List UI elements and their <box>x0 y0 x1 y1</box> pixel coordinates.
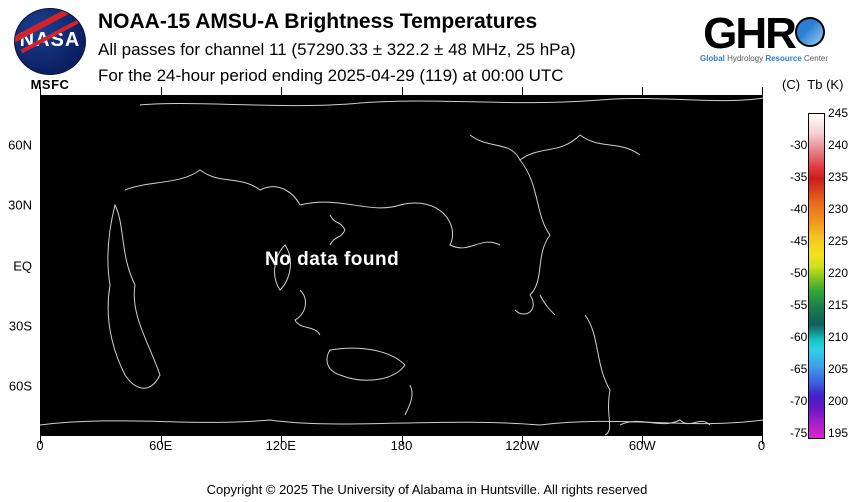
colorbar-gradient <box>808 113 825 439</box>
header-section: NASA MSFC NOAA-15 AMSU-A Brightness Temp… <box>0 0 854 95</box>
nasa-logo-group: NASA MSFC <box>8 8 92 92</box>
cbar-tick-k-245: 245 <box>828 106 848 120</box>
cbar-tick-k-225: 225 <box>828 234 848 248</box>
bottom-tick-row <box>40 436 763 444</box>
cbar-tick-k-235: 235 <box>828 170 848 184</box>
cbar-tick-k-220: 220 <box>828 266 848 280</box>
cbar-tick-k-240: 240 <box>828 138 848 152</box>
cbar-tick-c-60: -60 <box>790 330 806 344</box>
cbar-tick-c-40: -40 <box>790 202 806 216</box>
ghrc-logo-icon: GHR <box>684 12 844 56</box>
page-subtitle2: For the 24-hour period ending 2025-04-29… <box>98 66 718 86</box>
cbar-tick-c-50: -50 <box>790 266 806 280</box>
no-data-label: No data found <box>265 249 399 271</box>
world-map[interactable]: No data found <box>40 95 763 436</box>
cbar-tick-k-205: 205 <box>828 362 848 376</box>
footer-copyright: Copyright © 2025 The University of Alaba… <box>0 482 854 497</box>
cbar-tick-c-45: -45 <box>790 234 806 248</box>
cbar-tick-c-75: -75 <box>790 426 806 440</box>
top-tick-row <box>40 87 763 95</box>
y-axis-label-60n: 60N <box>8 138 32 153</box>
y-axis-label-group: 60N 30N EQ 30S 60S <box>0 95 38 436</box>
cbar-tick-c-70: -70 <box>790 394 806 408</box>
y-axis-label-eq: EQ <box>13 258 32 273</box>
cbar-tick-k-215: 215 <box>828 298 848 312</box>
globe-icon <box>795 17 825 47</box>
cbar-tick-c-55: -55 <box>790 298 806 312</box>
title-block: NOAA-15 AMSU-A Brightness Temperatures A… <box>98 10 718 86</box>
ghrc-logo-group: GHR Global Hydrology Resource Center <box>684 12 844 63</box>
page-title: NOAA-15 AMSU-A Brightness Temperatures <box>98 10 718 34</box>
cbar-tick-k-210: 210 <box>828 330 848 344</box>
y-axis-label-30n: 30N <box>8 198 32 213</box>
cbar-tick-k-200: 200 <box>828 394 848 408</box>
y-axis-label-30s: 30S <box>9 318 32 333</box>
nasa-logo-icon: NASA <box>14 8 86 75</box>
cbar-tick-k-230: 230 <box>828 202 848 216</box>
cbar-tick-c-65: -65 <box>790 362 806 376</box>
colorbar-title: (C) Tb (K) <box>782 77 843 92</box>
cbar-tick-c-35: -35 <box>790 170 806 184</box>
colorbar-group[interactable]: (C) Tb (K) -30 -35 -40 -45 -50 -55 -60 -… <box>790 95 854 455</box>
map-svg-canvas <box>40 95 763 436</box>
page-subtitle: All passes for channel 11 (57290.33 ± 32… <box>98 40 718 60</box>
cbar-tick-c-30: -30 <box>790 138 806 152</box>
cbar-tick-k-195: 195 <box>828 426 848 440</box>
y-axis-label-60s: 60S <box>9 378 32 393</box>
